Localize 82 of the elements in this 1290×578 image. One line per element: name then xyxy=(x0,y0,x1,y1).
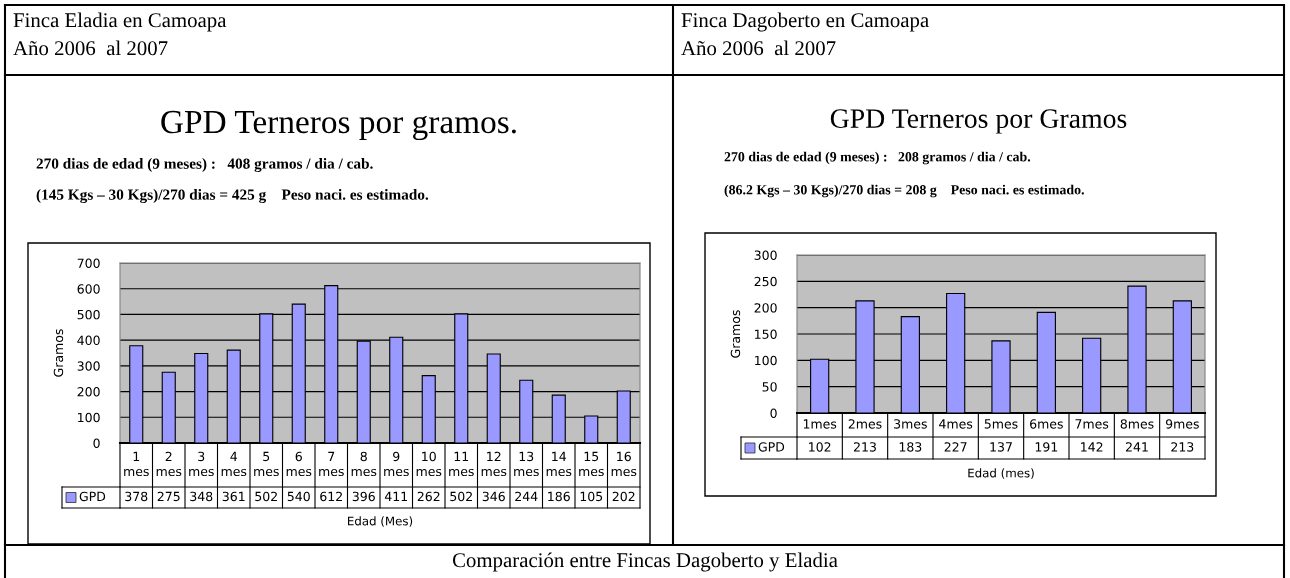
data-label: 186 xyxy=(548,491,570,502)
data-label: 540 xyxy=(287,491,310,502)
x-tick-label: 15 mes xyxy=(579,451,604,477)
data-label: 227 xyxy=(944,442,967,452)
y-tick-label: 100 xyxy=(78,412,100,423)
y-tick-label: 0 xyxy=(93,438,100,448)
text: Finca Eladia en Camoapa xyxy=(13,12,227,32)
y-tick-label: 150 xyxy=(755,329,777,339)
data-label: 102 xyxy=(809,442,831,452)
data-label: 361 xyxy=(222,491,245,502)
data-label: 213 xyxy=(1171,442,1194,452)
y-tick-label: 600 xyxy=(77,284,100,294)
data-label: 262 xyxy=(417,491,440,502)
data-label: 191 xyxy=(1035,442,1058,452)
data-label: 202 xyxy=(612,491,635,502)
data-label: 183 xyxy=(899,442,922,452)
x-tick-label: 12 mes xyxy=(481,451,507,477)
text: 270 dias de edad (9 meses) : 208 gramos / dia / cab. xyxy=(724,151,1031,165)
x-axis-title: Edad (mes) xyxy=(968,468,1034,479)
data-label: 612 xyxy=(320,491,342,502)
text: (86.2 Kgs – 30 Kgs)/270 dias = 208 g Peso naci. es estimado. xyxy=(724,184,1084,198)
data-label: 137 xyxy=(990,442,1012,452)
text: Año 2006 al 2007 xyxy=(681,40,836,56)
y-tick-label: 200 xyxy=(77,387,100,397)
x-tick-label: 5mes xyxy=(984,419,1018,429)
x-tick-label: 4mes xyxy=(939,419,973,429)
y-tick-label: 50 xyxy=(762,382,777,392)
text: Finca Dagoberto en Camoapa xyxy=(681,12,929,32)
x-tick-label: 2mes xyxy=(848,419,882,429)
y-tick-label: 0 xyxy=(770,408,777,418)
x-tick-label: 14 mes xyxy=(546,451,572,477)
data-label: 502 xyxy=(255,491,277,502)
x-tick-label: 3 mes xyxy=(189,451,214,477)
text: Comparación entre Fincas Dagoberto y Eladia xyxy=(452,552,838,572)
y-tick-label: 300 xyxy=(754,250,777,260)
y-tick-label: 200 xyxy=(754,303,777,313)
x-tick-label: 2 mes xyxy=(156,451,182,477)
x-tick-label: 1 mes xyxy=(124,451,149,477)
data-label: 241 xyxy=(1125,442,1148,452)
x-tick-label: 16 mes xyxy=(611,451,637,477)
data-label: 346 xyxy=(482,491,505,502)
x-tick-label: 8mes xyxy=(1120,419,1154,429)
x-tick-label: 5 mes xyxy=(254,451,279,477)
data-label: 411 xyxy=(384,491,408,501)
legend-label: GPD xyxy=(758,442,785,452)
y-tick-label: 100 xyxy=(755,355,777,366)
y-axis-title: Gramos xyxy=(53,329,64,377)
data-label: 275 xyxy=(157,491,180,502)
x-tick-label: 4 mes xyxy=(221,451,247,477)
x-axis-title: Edad (Mes) xyxy=(348,516,413,527)
y-axis-title: Gramos xyxy=(730,310,741,358)
x-tick-label: 13 mes xyxy=(514,451,539,477)
data-label: 396 xyxy=(352,491,375,502)
x-tick-label: 8 mes xyxy=(351,451,377,477)
y-tick-label: 400 xyxy=(77,335,100,346)
data-label: 142 xyxy=(1081,442,1103,452)
data-label: 244 xyxy=(515,491,538,501)
data-label: 502 xyxy=(450,491,472,502)
x-tick-label: 9 mes xyxy=(384,451,409,477)
x-tick-label: 11 mes xyxy=(449,451,474,477)
x-tick-label: 3mes xyxy=(894,419,927,429)
x-tick-label: 9mes xyxy=(1165,419,1199,429)
data-label: 213 xyxy=(853,442,876,452)
text: (145 Kgs – 30 Kgs)/270 dias = 425 g Peso naci. es estimado. xyxy=(36,189,429,203)
chart-title: GPD Terneros por Gramos xyxy=(830,109,1127,134)
chart-title: GPD Terneros por gramos. xyxy=(161,110,516,141)
y-tick-label: 500 xyxy=(77,309,100,320)
text: Año 2006 al 2007 xyxy=(13,40,168,56)
x-tick-label: 6 mes xyxy=(286,451,312,477)
x-tick-label: 10 mes xyxy=(416,451,442,477)
data-label: 348 xyxy=(190,491,213,502)
y-tick-label: 250 xyxy=(754,276,777,287)
y-tick-label: 700 xyxy=(77,258,100,268)
data-label: 378 xyxy=(125,491,148,502)
text: 270 dias de edad (9 meses) : 408 gramos / dia / cab. xyxy=(36,158,373,172)
x-tick-label: 7mes xyxy=(1075,419,1109,429)
y-tick-label: 300 xyxy=(77,361,100,371)
legend-label: GPD xyxy=(79,491,106,502)
x-tick-label: 6mes xyxy=(1030,419,1063,429)
x-tick-label: 1mes xyxy=(803,419,837,429)
data-label: 105 xyxy=(580,491,603,502)
x-tick-label: 7 mes xyxy=(319,451,344,477)
